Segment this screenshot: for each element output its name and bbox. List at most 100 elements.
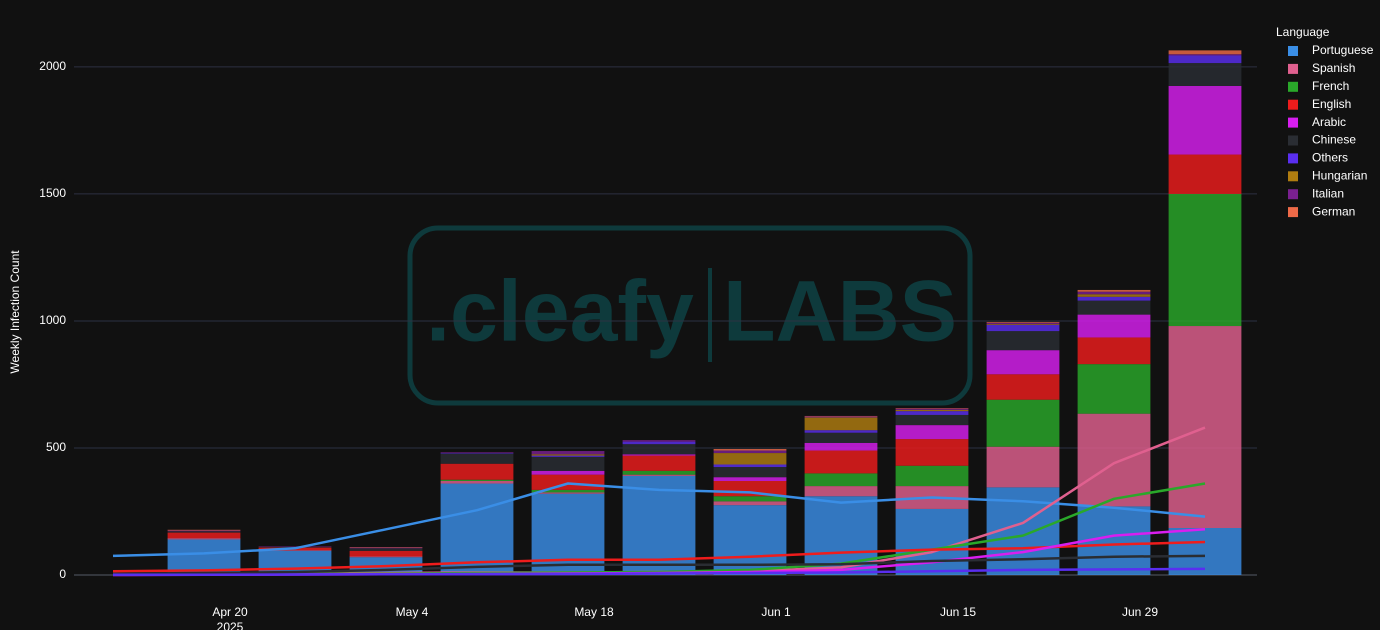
watermark-frame: [407, 225, 973, 406]
bar-segment: [440, 483, 514, 575]
trend-line: [112, 482, 1206, 558]
bar-segment: [804, 416, 878, 418]
bar-segment: [1077, 364, 1151, 414]
bar-segment: [1168, 326, 1242, 528]
legend-label: English: [1312, 97, 1351, 111]
bar-segment: [1168, 154, 1242, 194]
bar-segment: [531, 456, 605, 471]
bar-segment: [167, 531, 241, 533]
trend-line: [113, 567, 1206, 576]
bar-segment: [622, 474, 696, 476]
bar-segment: [622, 440, 696, 442]
bar-segment: [986, 446, 1060, 488]
bar-segment: [622, 454, 696, 456]
legend-swatch: [1288, 171, 1298, 182]
bar-segment: [804, 496, 878, 575]
bar-segment: [440, 453, 514, 464]
x-tick-label: Jun 15: [940, 605, 976, 619]
legend-swatch: [1288, 189, 1298, 200]
bar-segment: [531, 454, 605, 456]
bar-segment: [804, 473, 878, 487]
bar-segment: [440, 463, 514, 480]
bar-segment: [1168, 55, 1242, 64]
bar-segment: [1077, 413, 1151, 507]
bar-segment: [1077, 300, 1151, 315]
bar-segment: [531, 489, 605, 493]
x-tick-label: May 18: [574, 605, 614, 619]
bar-segment: [713, 453, 787, 465]
bar-segment: [1168, 193, 1242, 327]
bar-segment: [531, 493, 605, 575]
bar-segment: [440, 453, 514, 454]
legend-label: Chinese: [1312, 133, 1356, 147]
legend-title: Language: [1276, 25, 1330, 39]
legend-label: Hungarian: [1312, 168, 1367, 182]
bar-segment: [895, 414, 969, 426]
bar-segment: [1168, 528, 1242, 575]
bar-segment: [986, 323, 1060, 325]
legend-swatch: [1288, 46, 1298, 56]
bar-segment: [622, 444, 696, 455]
bar-segment: [804, 486, 878, 497]
bar-segment: [531, 455, 605, 457]
y-tick-label: 500: [46, 440, 66, 454]
legend-label: Italian: [1312, 186, 1344, 200]
bar-segment: [986, 322, 1060, 324]
bar-segment: [1168, 63, 1242, 86]
bar-segment: [895, 439, 969, 466]
bar-segment: [258, 550, 332, 551]
bar-segment: [895, 425, 969, 440]
bar-segment: [986, 399, 1060, 447]
legend-swatch: [1288, 81, 1298, 92]
legend-label: Spanish: [1312, 61, 1355, 75]
bar-segment: [895, 409, 969, 412]
bar-segment: [986, 324, 1060, 332]
y-axis-title: Weekly Infection Count: [8, 250, 22, 374]
bar-segment: [895, 408, 969, 410]
bar-segment: [167, 529, 241, 531]
legend-label: Portuguese: [1312, 43, 1374, 57]
bar-segment: [440, 481, 514, 484]
y-tick-label: 1000: [39, 313, 66, 327]
bar-segment: [713, 448, 787, 451]
bar-segment: [804, 450, 878, 474]
bar-segment: [167, 530, 241, 532]
bar-segment: [713, 505, 787, 575]
watermark-text: LABS: [723, 264, 957, 360]
bar-segment: [713, 464, 787, 468]
legend-swatch: [1288, 207, 1298, 218]
bar-segment: [167, 538, 241, 540]
bar-segment: [167, 532, 241, 539]
bar-segment: [986, 374, 1060, 400]
bar-segment: [804, 415, 878, 417]
legend-swatch: [1288, 63, 1298, 74]
bar-segment: [713, 467, 787, 478]
x-tick-year: 2025: [217, 620, 244, 630]
bar-segment: [1077, 337, 1151, 365]
trend-line: [112, 540, 1206, 573]
watermark-text: .cleafy: [426, 264, 694, 360]
bar-segment: [622, 441, 696, 445]
legend-label: German: [1312, 204, 1355, 218]
bar-segment: [349, 547, 423, 548]
bar-segment: [1077, 291, 1151, 295]
bar-segment: [531, 451, 605, 455]
legend-swatch: [1288, 99, 1298, 110]
y-tick-label: 1500: [39, 186, 66, 200]
legend-swatch: [1288, 135, 1298, 146]
legend-label: French: [1312, 79, 1349, 93]
bar-segment: [1168, 85, 1242, 155]
bar-segment: [622, 470, 696, 475]
bar-segment: [713, 496, 787, 502]
x-tick-label: Apr 20: [212, 605, 248, 619]
bar-segment: [349, 548, 423, 551]
bar-segment: [1077, 289, 1151, 292]
bar-segment: [1168, 54, 1242, 56]
legend-label: Arabic: [1312, 115, 1346, 129]
bar-segment: [986, 331, 1060, 351]
bar-segment: [804, 432, 878, 443]
bar-segment: [531, 470, 605, 475]
y-tick-label: 0: [59, 567, 66, 581]
bar-segment: [1077, 296, 1151, 301]
